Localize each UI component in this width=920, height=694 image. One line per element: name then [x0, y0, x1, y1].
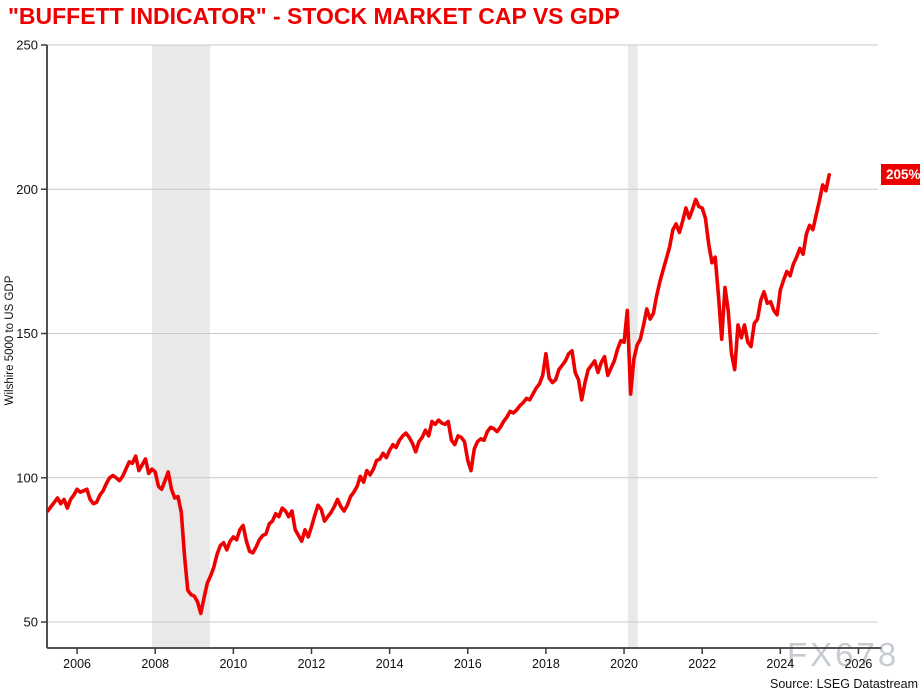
x-tick-label: 2012: [298, 657, 326, 671]
latest-value-badge: 205%: [881, 164, 920, 186]
x-tick-label: 2026: [845, 657, 873, 671]
recession-band: [627, 45, 638, 648]
x-tick-label: 2022: [688, 657, 716, 671]
y-tick-label: 150: [16, 326, 38, 341]
y-tick-label: 200: [16, 182, 38, 197]
y-tick-label: 50: [24, 615, 38, 630]
x-tick-label: 2020: [610, 657, 638, 671]
recession-band: [152, 45, 210, 648]
x-tick-label: 2016: [454, 657, 482, 671]
x-tick-label: 2024: [766, 657, 794, 671]
chart-title: "BUFFETT INDICATOR" - STOCK MARKET CAP V…: [8, 3, 620, 29]
x-tick-label: 2006: [63, 657, 91, 671]
indicator-line: [46, 173, 831, 616]
x-tick-label: 2010: [219, 657, 247, 671]
x-tick-label: 2018: [532, 657, 560, 671]
y-axis-title: Wilshire 5000 to US GDP: [4, 275, 16, 405]
x-tick-label: 2014: [376, 657, 404, 671]
y-tick-label: 100: [16, 470, 38, 485]
source-caption: Source: LSEG Datastream: [770, 677, 918, 691]
y-tick-label: 250: [16, 38, 38, 53]
x-tick-label: 2008: [141, 657, 169, 671]
